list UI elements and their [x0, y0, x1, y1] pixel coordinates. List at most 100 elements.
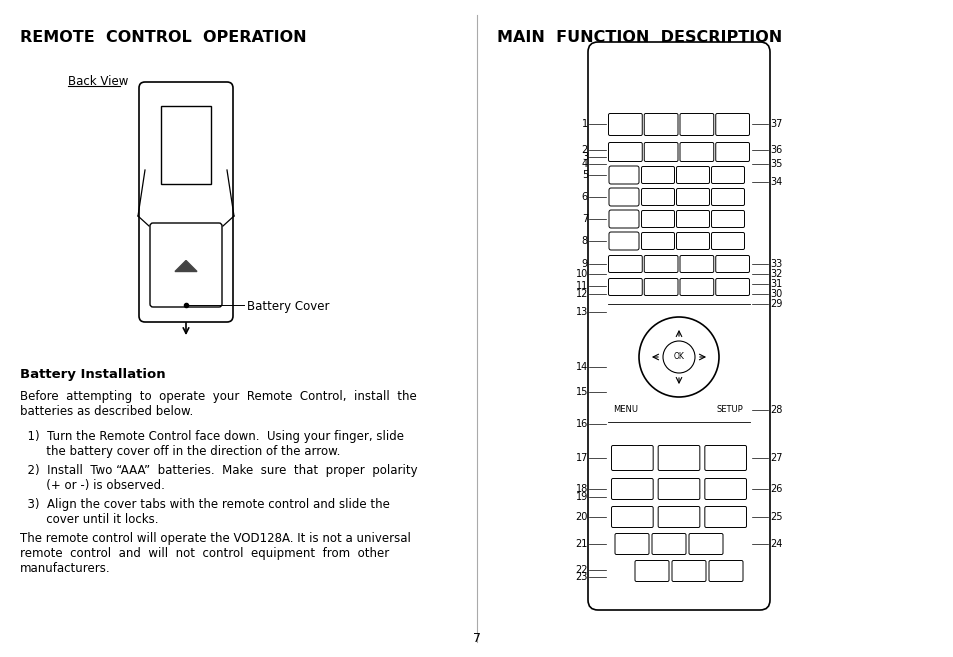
Text: 26: 26 — [769, 484, 781, 494]
Text: 1: 1 — [581, 119, 587, 129]
FancyBboxPatch shape — [704, 507, 745, 528]
FancyBboxPatch shape — [679, 279, 713, 296]
Text: 32: 32 — [769, 269, 781, 279]
FancyBboxPatch shape — [711, 189, 743, 206]
Text: 27: 27 — [769, 453, 781, 463]
Text: 17: 17 — [575, 453, 587, 463]
FancyBboxPatch shape — [643, 143, 678, 162]
FancyBboxPatch shape — [715, 256, 749, 273]
Text: 21: 21 — [575, 539, 587, 549]
FancyBboxPatch shape — [608, 232, 639, 250]
FancyBboxPatch shape — [611, 478, 653, 499]
Text: 33: 33 — [769, 259, 781, 269]
Text: 18: 18 — [576, 484, 587, 494]
FancyBboxPatch shape — [640, 210, 674, 227]
Text: 20: 20 — [575, 512, 587, 522]
Text: 2: 2 — [581, 145, 587, 155]
FancyBboxPatch shape — [711, 210, 743, 227]
Text: Back View: Back View — [68, 75, 129, 88]
Text: 3)  Align the cover tabs with the remote control and slide the
       cover unti: 3) Align the cover tabs with the remote … — [20, 498, 390, 526]
FancyBboxPatch shape — [640, 233, 674, 250]
FancyBboxPatch shape — [704, 445, 745, 470]
FancyBboxPatch shape — [608, 166, 639, 184]
Text: 10: 10 — [576, 269, 587, 279]
FancyBboxPatch shape — [608, 210, 639, 228]
Text: 6: 6 — [581, 192, 587, 202]
FancyBboxPatch shape — [711, 166, 743, 183]
FancyBboxPatch shape — [658, 478, 700, 499]
Text: The remote control will operate the VOD128A. It is not a universal
remote  contr: The remote control will operate the VOD1… — [20, 532, 411, 575]
Text: 25: 25 — [769, 512, 781, 522]
Text: Before  attempting  to  operate  your  Remote  Control,  install  the
batteries : Before attempting to operate your Remote… — [20, 390, 416, 418]
FancyBboxPatch shape — [688, 533, 722, 555]
FancyBboxPatch shape — [676, 189, 709, 206]
FancyBboxPatch shape — [150, 223, 222, 307]
Text: 15: 15 — [575, 387, 587, 397]
Text: 34: 34 — [769, 177, 781, 187]
FancyBboxPatch shape — [643, 279, 678, 296]
Text: 14: 14 — [576, 362, 587, 372]
Text: Battery Cover: Battery Cover — [247, 300, 329, 313]
FancyBboxPatch shape — [676, 210, 709, 227]
FancyBboxPatch shape — [711, 233, 743, 250]
Text: Battery Installation: Battery Installation — [20, 368, 166, 381]
Text: 35: 35 — [769, 159, 781, 169]
FancyBboxPatch shape — [608, 143, 641, 162]
FancyBboxPatch shape — [676, 233, 709, 250]
FancyBboxPatch shape — [640, 189, 674, 206]
Text: 8: 8 — [581, 236, 587, 246]
Text: 28: 28 — [769, 405, 781, 415]
FancyBboxPatch shape — [139, 82, 233, 322]
FancyBboxPatch shape — [643, 256, 678, 273]
Bar — [161, 106, 211, 184]
FancyBboxPatch shape — [676, 166, 709, 183]
Text: 29: 29 — [769, 299, 781, 309]
FancyBboxPatch shape — [608, 188, 639, 206]
FancyBboxPatch shape — [635, 560, 668, 581]
Text: REMOTE  CONTROL  OPERATION: REMOTE CONTROL OPERATION — [20, 30, 306, 45]
FancyBboxPatch shape — [679, 143, 713, 162]
FancyBboxPatch shape — [615, 533, 648, 555]
Text: 19: 19 — [576, 492, 587, 502]
Polygon shape — [174, 260, 196, 271]
FancyBboxPatch shape — [715, 143, 749, 162]
Text: 16: 16 — [576, 419, 587, 429]
FancyBboxPatch shape — [658, 507, 700, 528]
FancyBboxPatch shape — [611, 507, 653, 528]
Text: 22: 22 — [575, 565, 587, 575]
FancyBboxPatch shape — [679, 256, 713, 273]
Text: 37: 37 — [769, 119, 781, 129]
Text: 5: 5 — [581, 170, 587, 180]
Text: SETUP: SETUP — [716, 405, 742, 415]
Text: 11: 11 — [576, 281, 587, 291]
Text: 7: 7 — [581, 214, 587, 224]
FancyBboxPatch shape — [715, 279, 749, 296]
FancyBboxPatch shape — [608, 279, 641, 296]
FancyBboxPatch shape — [587, 42, 769, 610]
FancyBboxPatch shape — [608, 256, 641, 273]
FancyBboxPatch shape — [640, 166, 674, 183]
FancyBboxPatch shape — [658, 445, 700, 470]
FancyBboxPatch shape — [679, 114, 713, 135]
Text: 1)  Turn the Remote Control face down.  Using your finger, slide
       the batt: 1) Turn the Remote Control face down. Us… — [20, 430, 403, 458]
Text: MAIN  FUNCTION  DESCRIPTION: MAIN FUNCTION DESCRIPTION — [497, 30, 781, 45]
Text: OK: OK — [673, 353, 683, 361]
FancyBboxPatch shape — [651, 533, 685, 555]
Text: 9: 9 — [581, 259, 587, 269]
FancyBboxPatch shape — [608, 114, 641, 135]
Text: 2)  Install  Two “AAA”  batteries.  Make  sure  that  proper  polarity
       (+: 2) Install Two “AAA” batteries. Make sur… — [20, 464, 417, 492]
Text: 4: 4 — [581, 159, 587, 169]
Text: 3: 3 — [581, 152, 587, 162]
FancyBboxPatch shape — [704, 478, 745, 499]
FancyBboxPatch shape — [671, 560, 705, 581]
Text: MENU: MENU — [613, 405, 638, 415]
FancyBboxPatch shape — [643, 114, 678, 135]
Text: 7: 7 — [473, 632, 480, 645]
Text: 13: 13 — [576, 307, 587, 317]
FancyBboxPatch shape — [708, 560, 742, 581]
Text: 36: 36 — [769, 145, 781, 155]
Text: 23: 23 — [575, 572, 587, 582]
Text: 24: 24 — [769, 539, 781, 549]
FancyBboxPatch shape — [611, 445, 653, 470]
FancyBboxPatch shape — [715, 114, 749, 135]
